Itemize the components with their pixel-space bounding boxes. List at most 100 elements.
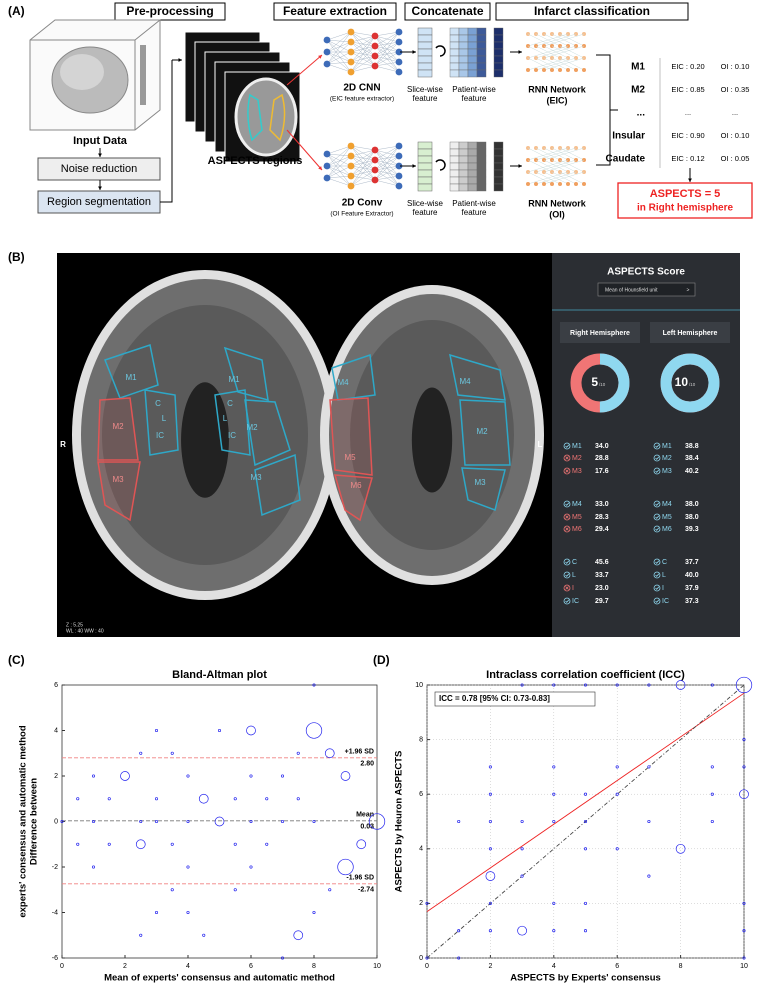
- net-node: [347, 48, 355, 56]
- feature-cell: [476, 169, 487, 178]
- net-edge: [326, 51, 352, 63]
- y-tick-label: -4: [52, 909, 58, 916]
- point: [186, 910, 190, 915]
- point: [457, 956, 461, 960]
- status-mark: [565, 469, 569, 473]
- rnn-node: [550, 182, 554, 186]
- feature-cell: [493, 176, 504, 185]
- point: [198, 793, 209, 804]
- feature-cell: [449, 155, 460, 164]
- net-edge: [374, 31, 400, 37]
- point: [249, 819, 253, 824]
- label: 29.4: [595, 526, 609, 533]
- label: OI : 0.05: [721, 154, 750, 163]
- region-outline: [214, 389, 251, 456]
- net-edge: [326, 31, 352, 53]
- net-edge: [374, 65, 400, 73]
- feature-cell: [417, 169, 433, 178]
- label: Right Hemisphere: [570, 330, 630, 337]
- point: [457, 929, 461, 933]
- label: Left Hemisphere: [663, 330, 718, 337]
- label: M2: [572, 455, 582, 462]
- x-tick-label: 4: [186, 963, 190, 970]
- feature-cell: [449, 62, 460, 71]
- net-edge: [326, 31, 352, 41]
- net-edge: [350, 35, 376, 53]
- feature-cell: [458, 55, 469, 64]
- reference-value: -2.74: [358, 887, 374, 894]
- net-node: [347, 68, 355, 76]
- rnn-edge: [543, 57, 585, 71]
- status-mark: [655, 599, 660, 603]
- feature-cell: [449, 183, 460, 192]
- net-edge: [374, 145, 400, 171]
- plot-area: [61, 684, 378, 959]
- point: [552, 929, 556, 933]
- status-icon: [653, 584, 661, 592]
- region-outline: [329, 397, 373, 476]
- point: [710, 792, 714, 796]
- y-axis-label: ASPECTS by Heuron ASPECTS: [394, 751, 405, 893]
- point: [214, 816, 225, 827]
- net-node: [347, 172, 355, 180]
- feature-cell: [467, 141, 478, 150]
- point: [154, 797, 159, 801]
- net-node: [323, 36, 331, 44]
- y-tick-label: 6: [54, 682, 58, 689]
- net-edge: [326, 155, 352, 179]
- label: 38.0: [685, 514, 699, 521]
- point: [312, 910, 316, 915]
- point: [293, 930, 304, 941]
- arrow: [286, 54, 323, 86]
- status-icon: [563, 525, 571, 533]
- dropdown[interactable]: [597, 282, 696, 297]
- x-tick-label: 0: [60, 963, 64, 970]
- label: R: [60, 440, 66, 449]
- skull-shade: [60, 54, 104, 90]
- feature-cell: [417, 69, 433, 78]
- point: [356, 839, 367, 850]
- feature-cell: [493, 62, 504, 71]
- point: [305, 722, 323, 739]
- point: [233, 797, 237, 801]
- status-icon: [563, 571, 571, 579]
- point: [60, 819, 64, 824]
- label: M6: [662, 526, 672, 533]
- status-icon: [563, 467, 571, 475]
- net-node: [371, 52, 379, 60]
- point: [186, 865, 190, 869]
- rnn-edge: [527, 147, 553, 161]
- point: [520, 819, 524, 824]
- feature-cell: [467, 176, 478, 185]
- rnn-node: [566, 182, 570, 186]
- net-edge: [350, 65, 376, 73]
- rnn-node: [534, 182, 538, 186]
- net-node: [371, 32, 379, 40]
- feature-cell: [467, 155, 478, 164]
- x-tick-label: 2: [488, 963, 492, 970]
- region-outline: [97, 461, 141, 522]
- label: M6: [572, 526, 582, 533]
- x-tick-label: 10: [373, 963, 381, 970]
- net-edge: [326, 153, 352, 157]
- region-outline: [97, 397, 139, 461]
- region: [247, 93, 263, 142]
- label: EIC : 0.12: [671, 154, 704, 163]
- feature-cell: [476, 148, 487, 157]
- donut: [660, 353, 720, 413]
- label: 5: [591, 375, 598, 389]
- feature-cell: [417, 62, 433, 71]
- rnn-edge: [527, 33, 553, 47]
- rnn-edge: [527, 57, 553, 71]
- rnn-edge: [527, 171, 569, 185]
- feature-cell: [493, 169, 504, 178]
- net-edge: [326, 165, 352, 179]
- net-edge: [326, 165, 352, 187]
- region-label: M2: [476, 427, 488, 436]
- point: [742, 765, 746, 769]
- point: [520, 874, 524, 878]
- label: M2: [631, 85, 645, 96]
- label: L: [572, 572, 576, 579]
- rnn-edge: [559, 147, 585, 161]
- region-label: L: [162, 414, 167, 423]
